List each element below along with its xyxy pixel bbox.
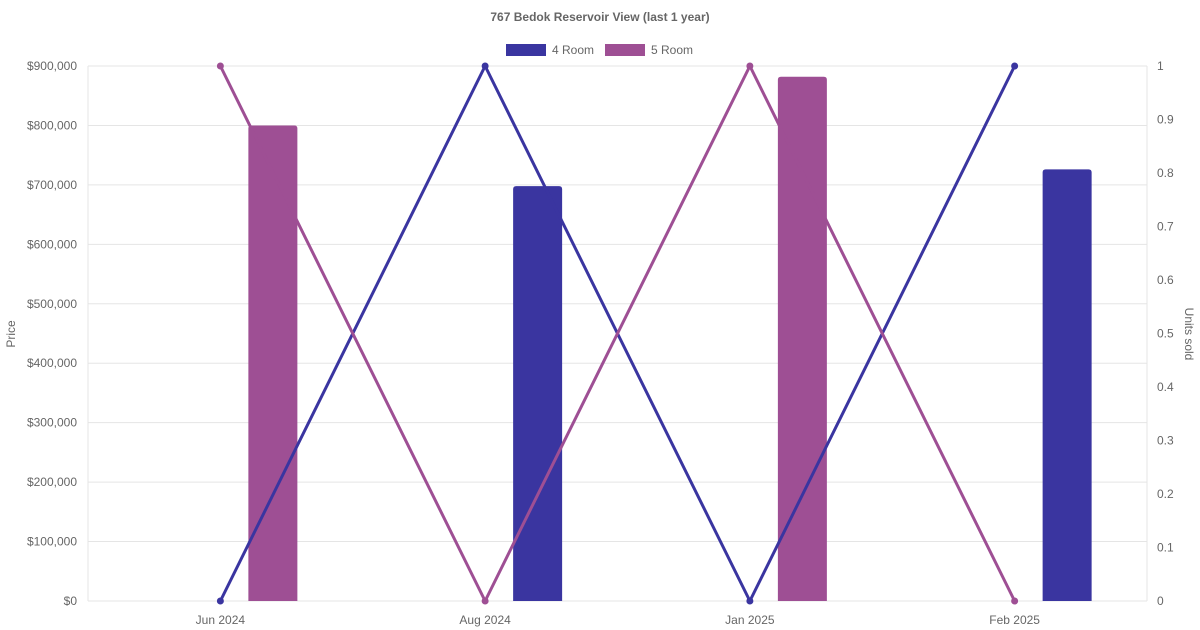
right-axis-ticks: 0 0.1 0.2 0.3 0.4 0.5 0.6 0.7 0.8 0.9 1 (1157, 59, 1174, 608)
bars (248, 76, 1092, 602)
chart-title: 767 Bedok Reservoir View (last 1 year) (490, 10, 709, 24)
right-tick-label: 0.4 (1157, 380, 1174, 394)
legend-swatch-5-room (605, 44, 645, 56)
left-tick-label: $600,000 (27, 237, 77, 251)
line-5-room (219, 64, 1016, 603)
point-5-room[interactable] (216, 62, 224, 70)
right-tick-label: 0.8 (1157, 166, 1174, 180)
bar-4-room[interactable] (1042, 169, 1092, 601)
legend-swatch-4-room (506, 44, 546, 56)
left-tick-label: $300,000 (27, 416, 77, 430)
point-4-room[interactable] (1011, 62, 1019, 70)
left-tick-label: $500,000 (27, 297, 77, 311)
x-tick-label: Aug 2024 (459, 613, 511, 627)
point-4-room[interactable] (216, 597, 224, 605)
legend-label-4-room: 4 Room (552, 43, 594, 57)
legend-item-4-room[interactable]: 4 Room (506, 43, 594, 57)
right-tick-label: 0 (1157, 594, 1164, 608)
left-tick-label: $700,000 (27, 178, 77, 192)
right-tick-label: 0.7 (1157, 220, 1174, 234)
bar-5-room[interactable] (777, 76, 827, 601)
right-tick-label: 0.9 (1157, 113, 1174, 127)
point-4-room[interactable] (746, 597, 754, 605)
bar-4-room[interactable] (513, 186, 563, 602)
legend-item-5-room[interactable]: 5 Room (605, 43, 693, 57)
right-tick-label: 0.1 (1157, 541, 1174, 555)
left-axis-title: Price (4, 320, 18, 348)
left-tick-label: $100,000 (27, 535, 77, 549)
lines (216, 62, 1019, 605)
right-tick-label: 0.2 (1157, 487, 1174, 501)
right-tick-label: 0.6 (1157, 273, 1174, 287)
point-5-room[interactable] (481, 597, 489, 605)
left-tick-label: $400,000 (27, 356, 77, 370)
right-axis-title: Units sold (1182, 308, 1196, 361)
point-4-room[interactable] (481, 62, 489, 70)
left-tick-label: $900,000 (27, 59, 77, 73)
x-tick-label: Feb 2025 (989, 613, 1040, 627)
right-tick-label: 0.3 (1157, 434, 1174, 448)
left-tick-label: $800,000 (27, 118, 77, 132)
legend-label-5-room: 5 Room (651, 43, 693, 57)
bar-5-room[interactable] (248, 125, 298, 601)
x-tick-label: Jun 2024 (196, 613, 246, 627)
left-tick-label: $0 (64, 594, 78, 608)
right-tick-label: 0.5 (1157, 327, 1174, 341)
right-tick-label: 1 (1157, 59, 1164, 73)
point-5-room[interactable] (746, 62, 754, 70)
legend: 4 Room 5 Room (506, 43, 693, 57)
x-tick-label: Jan 2025 (725, 613, 775, 627)
x-axis-ticks: Jun 2024 Aug 2024 Jan 2025 Feb 2025 (196, 613, 1041, 627)
left-tick-label: $200,000 (27, 475, 77, 489)
point-5-room[interactable] (1011, 597, 1019, 605)
left-axis-ticks: $0 $100,000 $200,000 $300,000 $400,000 $500,0… (27, 59, 77, 608)
